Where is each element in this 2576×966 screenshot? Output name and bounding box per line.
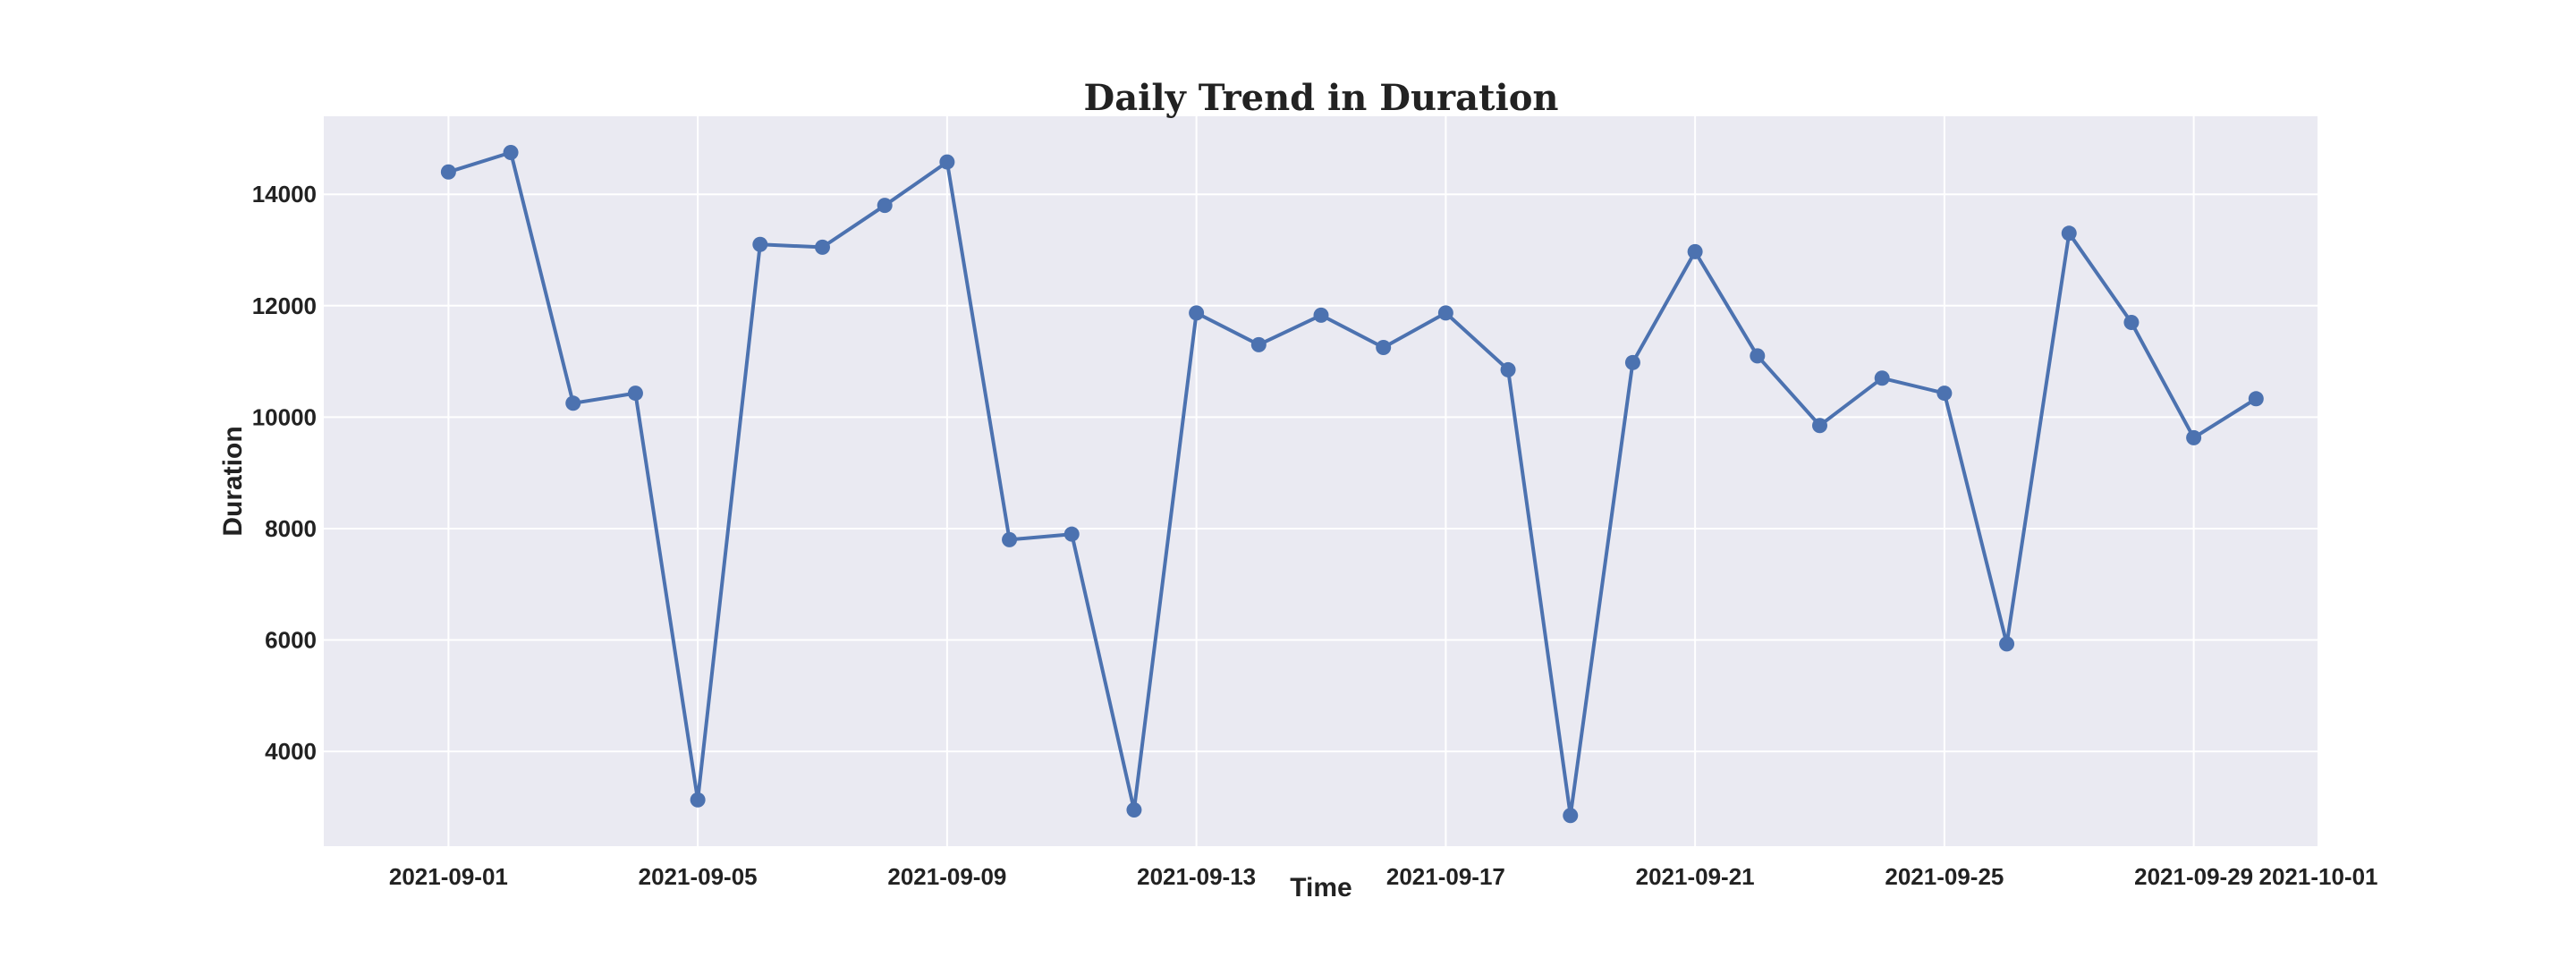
data-point (1687, 243, 1703, 259)
data-point (1624, 354, 1640, 370)
data-point (1376, 340, 1392, 356)
y-tick-label: 4000 (265, 738, 317, 765)
x-tick-label: 2021-10-01 (2259, 863, 2378, 890)
y-axis-ticks: 4000 6000 8000 10000 12000 14000 (252, 181, 317, 765)
plot-area (324, 116, 2318, 846)
data-point (1812, 418, 1827, 434)
data-point (1437, 305, 1453, 321)
data-point (815, 239, 830, 255)
x-tick-label: 2021-09-21 (1636, 863, 1755, 890)
data-point (2186, 429, 2202, 445)
y-tick-label: 8000 (265, 515, 317, 542)
data-point (1063, 526, 1080, 542)
x-tick-label: 2021-09-29 (2134, 863, 2253, 890)
data-point (939, 154, 955, 170)
data-point (440, 164, 456, 180)
y-tick-label: 12000 (252, 292, 317, 319)
data-point (2123, 314, 2140, 330)
data-point (503, 144, 519, 160)
x-tick-label: 2021-09-05 (639, 863, 758, 890)
series-line (447, 150, 2258, 818)
series-layer (440, 144, 2264, 824)
x-tick-label: 2021-09-17 (1386, 863, 1505, 890)
y-tick-label: 14000 (252, 181, 317, 208)
data-point (690, 792, 706, 808)
data-point (627, 386, 643, 402)
data-point (2061, 225, 2077, 242)
data-point (1189, 305, 1205, 321)
data-point (1750, 348, 1766, 364)
data-point (565, 395, 581, 411)
y-tick-label: 10000 (252, 403, 317, 430)
x-axis-label: Time (1290, 873, 1352, 902)
data-point (1563, 808, 1579, 824)
x-axis-ticks: 2021-09-01 2021-09-05 2021-09-09 2021-09-13… (389, 863, 2378, 890)
data-point (1250, 336, 1267, 352)
x-tick-label: 2021-09-01 (389, 863, 508, 890)
x-tick-label: 2021-09-13 (1137, 863, 1256, 890)
chart-title: Daily Trend in Duration (1084, 77, 1559, 119)
x-tick-label: 2021-09-09 (887, 863, 1006, 890)
data-point (1126, 802, 1142, 818)
x-tick-label: 2021-09-25 (1885, 863, 2004, 890)
y-axis-label: Duration (218, 426, 248, 536)
y-tick-label: 6000 (265, 627, 317, 654)
data-point (1500, 361, 1516, 377)
data-point (1936, 386, 1953, 402)
data-point (1999, 636, 2015, 652)
data-point (877, 198, 893, 214)
data-point (2248, 391, 2264, 407)
data-point (1874, 370, 1890, 386)
data-point (1313, 307, 1329, 323)
data-point (1002, 531, 1018, 547)
data-point (752, 236, 768, 252)
